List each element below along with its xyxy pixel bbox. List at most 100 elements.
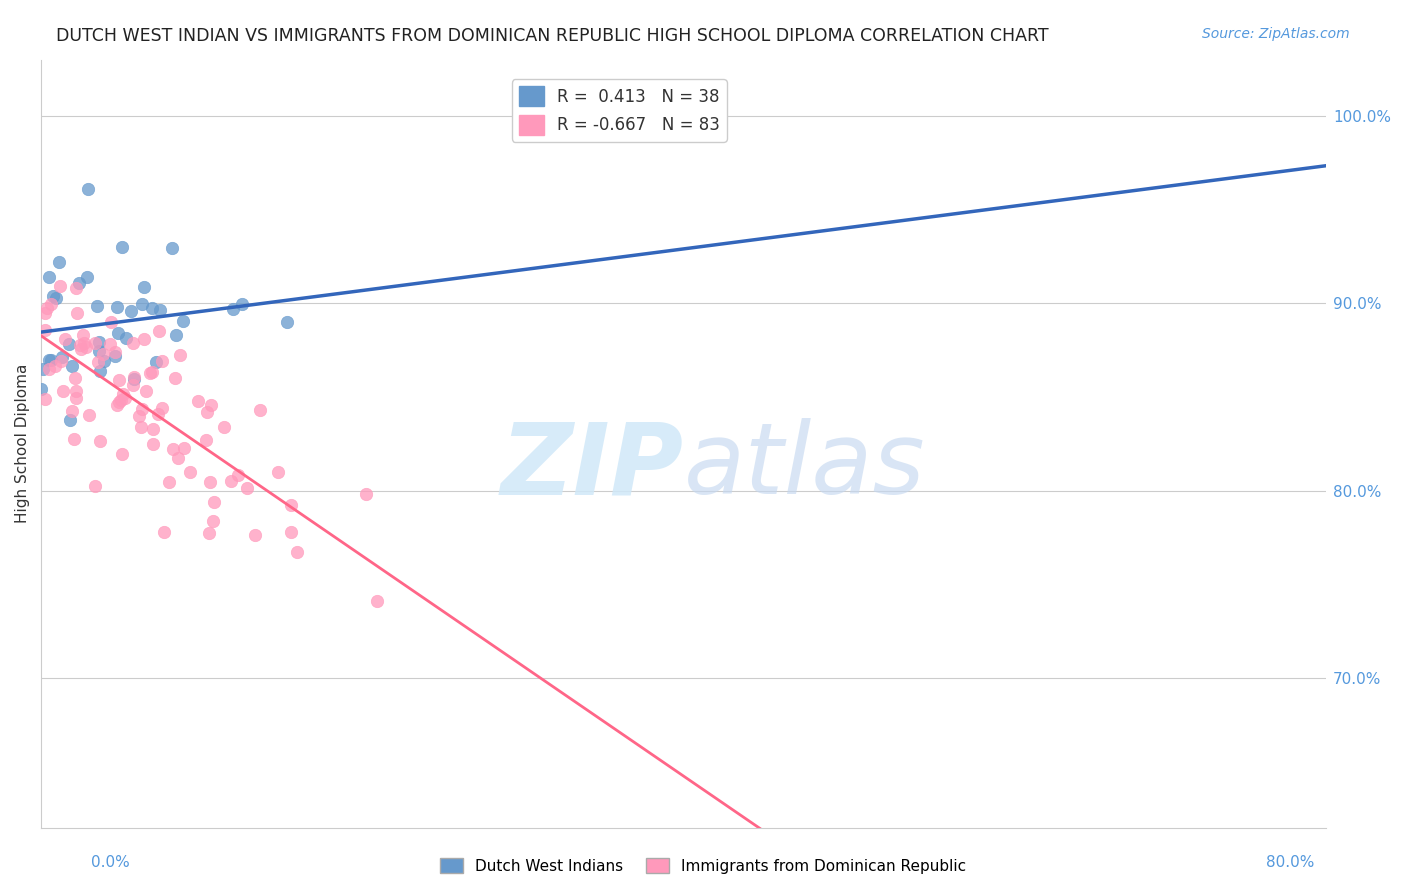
Point	[69, 337, 91, 351]
Point	[200, 398, 222, 412]
Point	[162, 241, 184, 255]
Point	[150, 354, 173, 368]
Point	[142, 437, 165, 451]
Point	[44, 359, 66, 373]
Point	[287, 545, 309, 559]
Point	[128, 409, 150, 424]
Text: atlas: atlas	[683, 418, 925, 516]
Point	[98, 336, 121, 351]
Point	[276, 316, 298, 330]
Point	[150, 401, 173, 415]
Point	[149, 302, 172, 317]
Legend: R =  0.413   N = 38, R = -0.667   N = 83: R = 0.413 N = 38, R = -0.667 N = 83	[512, 79, 727, 142]
Point	[63, 371, 86, 385]
Point	[77, 181, 100, 195]
Point	[142, 422, 165, 436]
Point	[49, 354, 72, 368]
Point	[111, 240, 134, 254]
Point	[83, 335, 105, 350]
Point	[75, 340, 97, 354]
Point	[214, 419, 236, 434]
Point	[132, 280, 155, 294]
Point	[163, 370, 186, 384]
Text: DUTCH WEST INDIAN VS IMMIGRANTS FROM DOMINICAN REPUBLIC HIGH SCHOOL DIPLOMA CORR: DUTCH WEST INDIAN VS IMMIGRANTS FROM DOM…	[56, 27, 1049, 45]
Point	[87, 344, 110, 359]
Point	[169, 348, 191, 362]
Point	[165, 328, 187, 343]
Point	[93, 354, 115, 368]
Point	[172, 313, 194, 327]
Text: ZIP: ZIP	[501, 418, 683, 516]
Point	[222, 301, 245, 316]
Point	[146, 407, 169, 421]
Point	[34, 306, 56, 320]
Point	[39, 353, 62, 368]
Point	[31, 361, 53, 376]
Point	[356, 487, 378, 501]
Point	[89, 434, 111, 449]
Point	[51, 350, 73, 364]
Point	[30, 382, 52, 396]
Point	[204, 495, 226, 509]
Point	[76, 270, 98, 285]
Point	[114, 391, 136, 405]
Text: 80.0%: 80.0%	[1267, 855, 1315, 870]
Point	[120, 304, 142, 318]
Point	[129, 420, 152, 434]
Point	[58, 337, 80, 351]
Point	[73, 336, 96, 351]
Point	[153, 524, 176, 539]
Point	[39, 297, 62, 311]
Point	[104, 350, 127, 364]
Point	[65, 281, 87, 295]
Point	[121, 336, 143, 351]
Point	[157, 475, 180, 490]
Point	[366, 593, 388, 607]
Point	[122, 372, 145, 386]
Point	[63, 432, 86, 446]
Point	[83, 479, 105, 493]
Point	[35, 301, 58, 315]
Point	[45, 292, 67, 306]
Point	[198, 526, 221, 541]
Point	[52, 384, 75, 398]
Point	[110, 393, 132, 408]
Point	[187, 394, 209, 409]
Point	[122, 370, 145, 384]
Point	[107, 326, 129, 340]
Point	[60, 404, 83, 418]
Point	[179, 466, 201, 480]
Point	[38, 353, 60, 368]
Point	[42, 289, 65, 303]
Point	[111, 447, 134, 461]
Point	[195, 405, 218, 419]
Point	[77, 408, 100, 422]
Point	[131, 402, 153, 417]
Point	[141, 301, 163, 315]
Point	[65, 391, 87, 405]
Point	[121, 378, 143, 392]
Point	[132, 332, 155, 346]
Point	[280, 498, 302, 512]
Point	[93, 347, 115, 361]
Text: Source: ZipAtlas.com: Source: ZipAtlas.com	[1202, 27, 1350, 41]
Point	[173, 441, 195, 455]
Point	[267, 466, 290, 480]
Point	[108, 373, 131, 387]
Point	[67, 276, 90, 290]
Point	[53, 332, 76, 346]
Point	[49, 278, 72, 293]
Point	[166, 451, 188, 466]
Point	[135, 384, 157, 398]
Point	[249, 403, 271, 417]
Point	[105, 301, 128, 315]
Point	[100, 315, 122, 329]
Point	[60, 359, 83, 374]
Point	[34, 392, 56, 406]
Point	[38, 362, 60, 376]
Point	[243, 527, 266, 541]
Y-axis label: High School Diploma: High School Diploma	[15, 364, 30, 524]
Point	[104, 344, 127, 359]
Point	[86, 299, 108, 313]
Point	[86, 354, 108, 368]
